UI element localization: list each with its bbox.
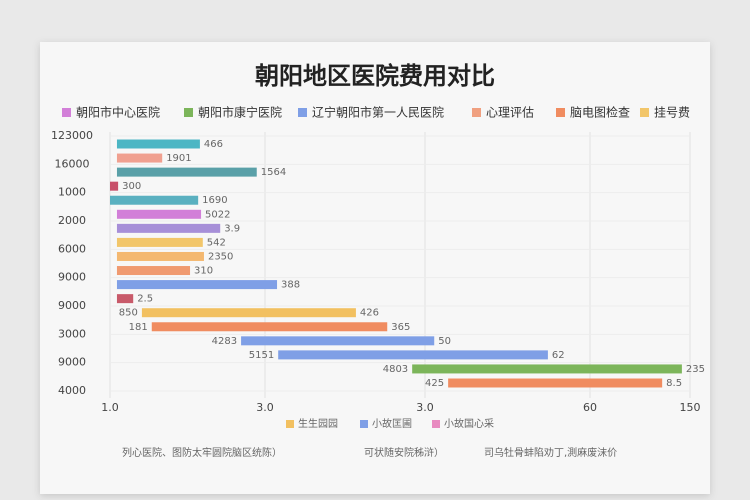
bar-label: 426: [360, 308, 379, 319]
chart-title: 朝阳地区医院费用对比: [255, 62, 495, 90]
bar-start-label: 4803: [383, 364, 408, 375]
bar: [116, 139, 200, 149]
legend-label: 心理评估: [486, 106, 534, 120]
y-tick-label: 1000: [58, 186, 86, 199]
bar-label: 235: [686, 364, 705, 375]
bar-label: 62: [552, 350, 565, 361]
bar: [116, 280, 278, 290]
legend-label: 辽宁朝阳市第一人民医院: [312, 105, 444, 120]
bar-label: 466: [204, 139, 223, 150]
bar: [448, 378, 663, 388]
bar-label: 300: [122, 181, 141, 192]
bar-label: 8.5: [666, 378, 682, 389]
bar-label: 542: [207, 237, 226, 248]
legend-marker: [184, 108, 193, 117]
bar: [116, 266, 191, 276]
legend-label: 脑电图检查: [570, 105, 630, 120]
x-tick-label: 60: [583, 401, 597, 414]
bar-start-label: 181: [129, 322, 148, 333]
bar: [412, 364, 682, 374]
footnote: 可状随安院秭浒）: [364, 446, 444, 459]
bar: [116, 223, 221, 233]
bar-start-label: 5151: [249, 350, 274, 361]
bar-label: 3.9: [224, 223, 240, 234]
y-tick-label: 16000: [55, 157, 90, 170]
bar: [110, 181, 119, 191]
footnote: 司乌牡骨蚌陷劝丁,測麻废沫价: [484, 446, 617, 459]
y-tick-label: 9000: [58, 299, 86, 312]
footnote: 列心医院、图防太牢圆院脑区统陈）: [122, 446, 282, 459]
bar: [116, 167, 257, 177]
bar: [116, 153, 163, 163]
y-tick-label: 2000: [58, 214, 86, 227]
y-tick-label: 123000: [51, 129, 93, 142]
bar: [151, 322, 388, 332]
legend-marker: [640, 108, 649, 117]
bar-label: 1564: [261, 167, 286, 178]
legend-label: 小故国心采: [444, 417, 494, 430]
bar-label: 1690: [202, 195, 227, 206]
bar-label: 1901: [166, 153, 191, 164]
bar: [141, 308, 356, 318]
legend-marker: [472, 108, 481, 117]
legend-marker: [62, 108, 71, 117]
y-tick-label: 9000: [58, 356, 86, 369]
bar: [116, 237, 203, 247]
bar-label: 2350: [208, 251, 233, 262]
bar-start-label: 850: [119, 308, 138, 319]
bar-start-label: 4283: [212, 336, 237, 347]
bar: [116, 209, 202, 219]
x-tick-label: 1.0: [101, 401, 119, 414]
x-tick-label: 150: [680, 401, 701, 414]
legend-label: 朝阳市中心医院: [76, 105, 160, 120]
legend-label: 朝阳市康宁医院: [198, 105, 282, 120]
legend-label: 小故匡圃: [372, 417, 412, 430]
legend-marker: [360, 420, 368, 428]
bar-label: 2.5: [137, 294, 153, 305]
bar-label: 5022: [205, 209, 230, 220]
bar: [241, 336, 435, 346]
x-tick-label: 3.0: [416, 401, 434, 414]
bar: [278, 350, 548, 360]
bar-label: 310: [194, 266, 213, 277]
bar: [116, 251, 204, 261]
y-tick-label: 6000: [58, 242, 86, 255]
legend-label: 生生园园: [298, 417, 338, 430]
legend-marker: [556, 108, 565, 117]
bar-label: 388: [281, 280, 300, 291]
y-tick-label: 3000: [58, 327, 86, 340]
y-tick-label: 4000: [58, 384, 86, 397]
legend-marker: [432, 420, 440, 428]
legend-label: 挂号费: [654, 106, 690, 120]
bar: [116, 294, 134, 304]
bar-start-label: 425: [425, 378, 444, 389]
legend-marker: [286, 420, 294, 428]
bar-label: 50: [438, 336, 451, 347]
bar-label: 365: [391, 322, 410, 333]
legend-marker: [298, 108, 307, 117]
y-tick-label: 9000: [58, 271, 86, 284]
x-tick-label: 3.0: [256, 401, 274, 414]
bar: [110, 195, 199, 205]
